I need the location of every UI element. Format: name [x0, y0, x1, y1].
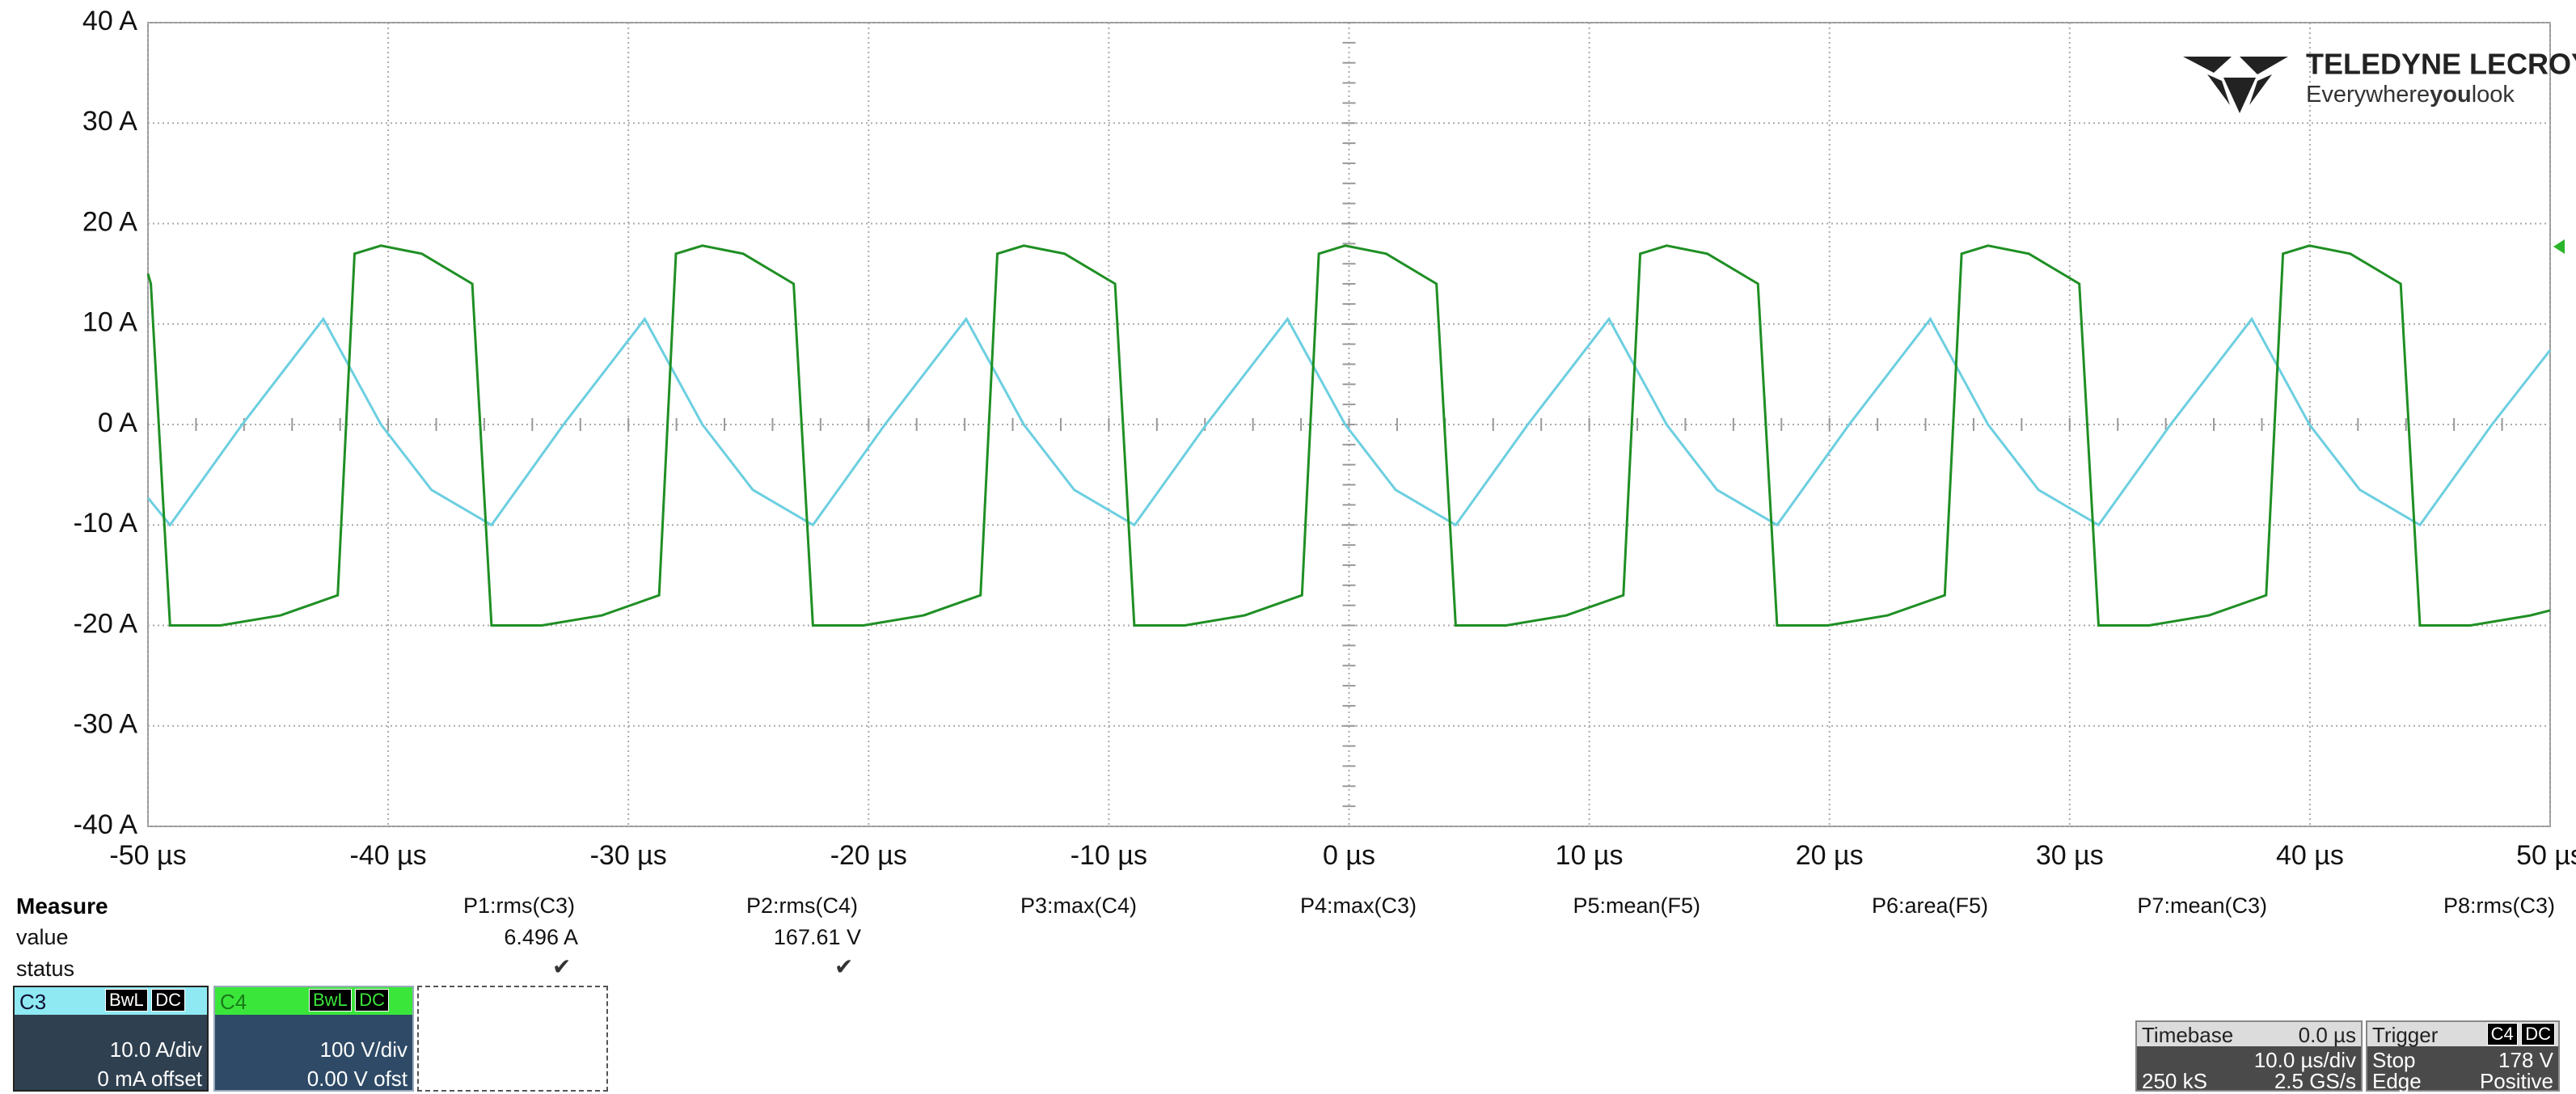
- chart: 40 A30 A20 A10 A0 A-10 A-20 A-30 A-40 A-…: [74, 6, 2576, 871]
- trigger-coupling: DC: [2521, 1023, 2555, 1045]
- x-tick-label: -50 µs: [109, 840, 186, 871]
- channel-header: C4 BwL DC: [215, 987, 412, 1015]
- x-tick-label: -10 µs: [1071, 840, 1147, 871]
- measure-column: P1:rms(C3): [462, 893, 575, 918]
- logo-mark: [2183, 57, 2232, 73]
- measure-column: P7:mean(C3): [2137, 893, 2267, 918]
- y-tick-label: -30 A: [74, 709, 138, 740]
- tagline-part: Everywhere: [2306, 82, 2430, 108]
- y-tick-label: 20 A: [82, 206, 137, 237]
- measure-column: P6:area(F5): [1871, 893, 1988, 918]
- coupling: DC: [151, 989, 186, 1012]
- measure-value: 167.61 V: [773, 925, 861, 949]
- waveform: [146, 244, 2551, 627]
- trigger-header: Trigger C4 DC: [2367, 1022, 2558, 1046]
- x-tick-label: 0 µs: [1323, 840, 1375, 871]
- channel-flags: BwL DC: [105, 989, 186, 1012]
- trigger-title: Trigger: [2372, 1023, 2439, 1047]
- y-tick-label: 30 A: [82, 106, 137, 137]
- timebase-box[interactable]: Timebase 0.0 µs 10.0 µs/div 250 kS 2.5 G…: [2135, 1020, 2363, 1092]
- channel-name: C3: [19, 990, 47, 1014]
- trigger-mode: Stop: [2372, 1048, 2416, 1072]
- measure-column: P2:rms(C4): [745, 893, 858, 918]
- trigger-source: C4: [2486, 1023, 2518, 1045]
- logo-mark: [2249, 74, 2272, 105]
- waveform: [146, 316, 2552, 527]
- y-tick-label: 40 A: [82, 6, 137, 36]
- status-check: ✔: [552, 954, 572, 979]
- trigger-level-marker: [2553, 239, 2565, 254]
- row-label: value: [16, 925, 69, 949]
- y-tick-label: 10 A: [82, 307, 137, 338]
- logo-name: TELEDYNE LECROY: [2306, 48, 2576, 81]
- y-tick-label: -10 A: [74, 508, 138, 539]
- trigger-type: Edge: [2372, 1069, 2422, 1093]
- bandwidth: BwL: [309, 989, 352, 1012]
- tagline-part: look: [2472, 82, 2515, 108]
- trigger-flags: C4 DC: [2486, 1023, 2555, 1045]
- trigger-level: 178 V: [2498, 1048, 2553, 1072]
- measure-column: P4:max(C3): [1299, 893, 1417, 918]
- status-check: ✔: [834, 954, 854, 979]
- x-tick-label: -40 µs: [350, 840, 427, 871]
- measure-column: P5:mean(F5): [1573, 893, 1700, 918]
- channel-header: C3 BwL DC: [15, 987, 207, 1015]
- trigger-slope: Positive: [2479, 1069, 2553, 1093]
- channel-box[interactable]: C3 BwL DC 10.0 A/div 0 mA offset: [13, 986, 209, 1092]
- channel-offset: 0.00 V ofst: [306, 1067, 408, 1091]
- x-tick-label: 50 µs: [2516, 840, 2576, 871]
- logo-mark: [2223, 78, 2256, 113]
- tagline-part: you: [2430, 82, 2472, 108]
- timebase-rate: 2.5 GS/s: [2274, 1069, 2356, 1093]
- trigger-box[interactable]: Trigger C4 DC Stop 178 V Edge Positive: [2366, 1020, 2560, 1092]
- bandwidth: BwL: [105, 989, 148, 1012]
- measure-column: P8:rms(C3): [2443, 893, 2555, 918]
- x-tick-label: 30 µs: [2036, 840, 2104, 871]
- x-tick-label: -30 µs: [590, 840, 667, 871]
- channel-scale: 100 V/div: [319, 1037, 408, 1062]
- logo: TELEDYNE LECROY Everywhereyoulook: [2183, 48, 2576, 113]
- y-tick-label: 0 A: [98, 408, 137, 438]
- measure-title: Measure: [16, 893, 108, 919]
- logo-mark: [2240, 57, 2288, 74]
- channel-box[interactable]: C4 BwL DC 100 V/div 0.00 V ofst: [213, 986, 414, 1092]
- channel-scale: 10.0 A/div: [109, 1037, 202, 1062]
- timebase-samples: 250 kS: [2142, 1069, 2207, 1093]
- y-tick-label: -20 A: [74, 608, 138, 639]
- channel-name: C4: [220, 990, 247, 1014]
- x-tick-label: 20 µs: [1796, 840, 1864, 871]
- timebase-scale: 10.0 µs/div: [2253, 1048, 2356, 1072]
- x-tick-label: -20 µs: [830, 840, 907, 871]
- x-tick-label: 10 µs: [1556, 840, 1624, 871]
- timebase-header: Timebase 0.0 µs: [2137, 1022, 2361, 1046]
- measure-column: P3:max(C4): [1020, 893, 1137, 918]
- y-tick-label: -40 A: [74, 809, 138, 840]
- logo-tagline: Everywhereyoulook: [2306, 82, 2515, 108]
- grid: [147, 22, 2551, 827]
- row-label: status: [16, 957, 75, 981]
- channel-offset: 0 mA offset: [97, 1067, 202, 1091]
- coupling: DC: [355, 989, 390, 1012]
- channel-flags: BwL DC: [309, 989, 390, 1012]
- x-tick-label: 40 µs: [2276, 840, 2344, 871]
- measure-value: 6.496 A: [504, 925, 578, 949]
- empty-channel-slot[interactable]: [417, 986, 608, 1092]
- logo-mark: [2207, 74, 2230, 105]
- timebase-title: Timebase: [2142, 1023, 2234, 1047]
- timebase-delay: 0.0 µs: [2298, 1023, 2356, 1047]
